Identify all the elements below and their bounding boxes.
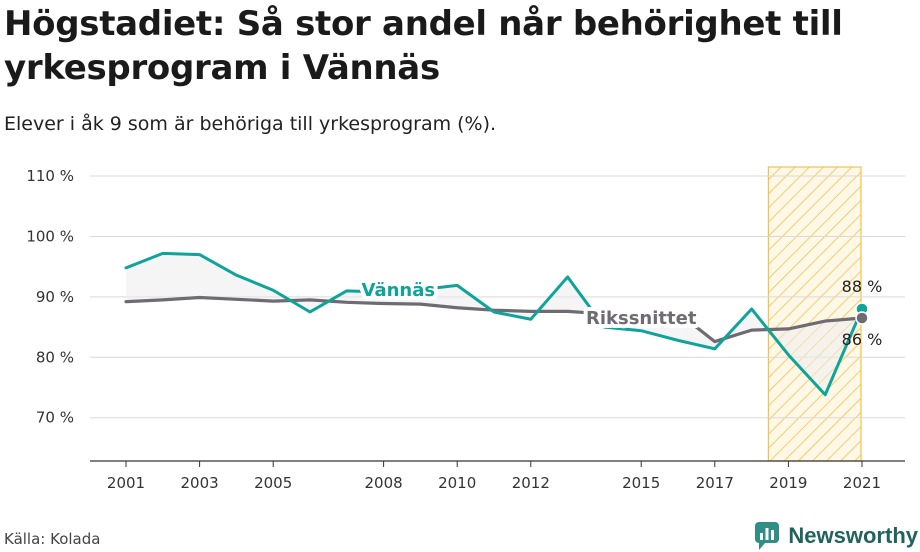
x-tick-label: 2003 [181,474,219,492]
chart-subtitle: Elever i åk 9 som är behöriga till yrkes… [4,113,497,135]
x-tick-label: 2010 [438,474,476,492]
x-tick-label: 2017 [696,474,734,492]
y-tick-label: 110 % [26,167,74,185]
y-tick-label: 90 % [36,288,74,306]
x-tick-label: 2019 [769,474,807,492]
end-label-vannas: 88 % [842,277,883,296]
line-chart: 70 % 80 % 90 % 100 % 110 % 2001 2003 2005 2008 2… [26,166,905,492]
source-note: Källa: Kolada [4,530,101,548]
x-tick-label: 2021 [843,474,881,492]
y-tick-label: 100 % [26,227,74,245]
x-tick-label: 2005 [254,474,292,492]
series-label-vannas: Vännäs [362,280,436,301]
highlight-band [767,166,862,462]
series-label-halo: Vännäs [362,280,436,301]
x-tick-label: 2015 [622,474,660,492]
end-label-rikssnittet: 86 % [842,330,883,349]
x-tick-label: 2008 [365,474,403,492]
chart-title: Högstadiet: Så stor andel når behörighet… [4,4,843,88]
series-line-vannas [124,251,864,397]
series-label-halo: Rikssnittet [586,308,697,329]
newsworthy-logo: Newsworthy [754,521,918,551]
y-tick-label: 70 % [36,409,74,427]
brand-name: Newsworthy [788,523,918,548]
x-tick-label: 2012 [512,474,550,492]
x-tick-label: 2001 [107,474,145,492]
series-gap-fill [126,253,862,395]
series-label-rikssnittet: Rikssnittet [586,308,697,329]
end-point-rikssnittet [855,311,869,325]
newsworthy-icon [755,522,780,550]
y-tick-label: 80 % [36,348,74,366]
